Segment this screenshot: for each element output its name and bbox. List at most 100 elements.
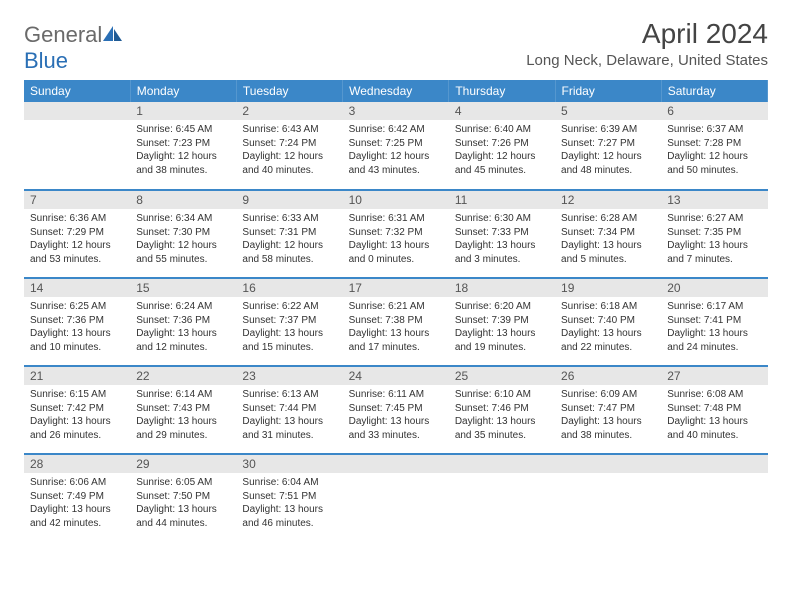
day-number: 23 xyxy=(236,367,342,385)
day-number: 1 xyxy=(130,102,236,120)
day-number xyxy=(449,455,555,473)
day-details: Sunrise: 6:22 AMSunset: 7:37 PMDaylight:… xyxy=(236,297,342,358)
day-number: 11 xyxy=(449,191,555,209)
day-number xyxy=(661,455,767,473)
day-number: 18 xyxy=(449,279,555,297)
day-cell: 30Sunrise: 6:04 AMSunset: 7:51 PMDayligh… xyxy=(236,454,342,542)
day-details: Sunrise: 6:34 AMSunset: 7:30 PMDaylight:… xyxy=(130,209,236,270)
day-number: 13 xyxy=(661,191,767,209)
weekday-header: Wednesday xyxy=(343,80,449,102)
day-details: Sunrise: 6:20 AMSunset: 7:39 PMDaylight:… xyxy=(449,297,555,358)
day-number: 21 xyxy=(24,367,130,385)
day-cell: 5Sunrise: 6:39 AMSunset: 7:27 PMDaylight… xyxy=(555,102,661,190)
calendar-row: 28Sunrise: 6:06 AMSunset: 7:49 PMDayligh… xyxy=(24,454,768,542)
day-number: 12 xyxy=(555,191,661,209)
calendar-body: 1Sunrise: 6:45 AMSunset: 7:23 PMDaylight… xyxy=(24,102,768,542)
day-details: Sunrise: 6:14 AMSunset: 7:43 PMDaylight:… xyxy=(130,385,236,446)
day-cell: 26Sunrise: 6:09 AMSunset: 7:47 PMDayligh… xyxy=(555,366,661,454)
day-number xyxy=(24,102,130,120)
day-details: Sunrise: 6:42 AMSunset: 7:25 PMDaylight:… xyxy=(343,120,449,181)
day-cell: 2Sunrise: 6:43 AMSunset: 7:24 PMDaylight… xyxy=(236,102,342,190)
day-cell: 11Sunrise: 6:30 AMSunset: 7:33 PMDayligh… xyxy=(449,190,555,278)
weekday-header: Thursday xyxy=(449,80,555,102)
day-number: 17 xyxy=(343,279,449,297)
day-cell: 8Sunrise: 6:34 AMSunset: 7:30 PMDaylight… xyxy=(130,190,236,278)
day-details: Sunrise: 6:08 AMSunset: 7:48 PMDaylight:… xyxy=(661,385,767,446)
day-cell: 29Sunrise: 6:05 AMSunset: 7:50 PMDayligh… xyxy=(130,454,236,542)
day-cell: 14Sunrise: 6:25 AMSunset: 7:36 PMDayligh… xyxy=(24,278,130,366)
day-cell: 23Sunrise: 6:13 AMSunset: 7:44 PMDayligh… xyxy=(236,366,342,454)
day-number: 30 xyxy=(236,455,342,473)
day-number: 26 xyxy=(555,367,661,385)
page-title: April 2024 xyxy=(526,18,768,50)
day-cell: 3Sunrise: 6:42 AMSunset: 7:25 PMDaylight… xyxy=(343,102,449,190)
day-details: Sunrise: 6:11 AMSunset: 7:45 PMDaylight:… xyxy=(343,385,449,446)
day-number: 25 xyxy=(449,367,555,385)
day-number: 2 xyxy=(236,102,342,120)
day-details: Sunrise: 6:18 AMSunset: 7:40 PMDaylight:… xyxy=(555,297,661,358)
day-details: Sunrise: 6:05 AMSunset: 7:50 PMDaylight:… xyxy=(130,473,236,534)
day-details xyxy=(661,473,767,527)
header: General Blue April 2024 Long Neck, Delaw… xyxy=(24,18,768,74)
day-number: 19 xyxy=(555,279,661,297)
day-details: Sunrise: 6:33 AMSunset: 7:31 PMDaylight:… xyxy=(236,209,342,270)
day-details: Sunrise: 6:40 AMSunset: 7:26 PMDaylight:… xyxy=(449,120,555,181)
day-number: 16 xyxy=(236,279,342,297)
day-number: 4 xyxy=(449,102,555,120)
day-number: 22 xyxy=(130,367,236,385)
day-number: 3 xyxy=(343,102,449,120)
day-details: Sunrise: 6:13 AMSunset: 7:44 PMDaylight:… xyxy=(236,385,342,446)
day-number: 15 xyxy=(130,279,236,297)
day-details: Sunrise: 6:04 AMSunset: 7:51 PMDaylight:… xyxy=(236,473,342,534)
day-number: 5 xyxy=(555,102,661,120)
day-cell: 20Sunrise: 6:17 AMSunset: 7:41 PMDayligh… xyxy=(661,278,767,366)
calendar-table: SundayMondayTuesdayWednesdayThursdayFrid… xyxy=(24,80,768,542)
day-number: 9 xyxy=(236,191,342,209)
calendar-row: 7Sunrise: 6:36 AMSunset: 7:29 PMDaylight… xyxy=(24,190,768,278)
day-details: Sunrise: 6:43 AMSunset: 7:24 PMDaylight:… xyxy=(236,120,342,181)
empty-cell xyxy=(24,102,130,190)
day-number: 14 xyxy=(24,279,130,297)
day-number: 6 xyxy=(661,102,767,120)
location: Long Neck, Delaware, United States xyxy=(526,52,768,69)
day-cell: 18Sunrise: 6:20 AMSunset: 7:39 PMDayligh… xyxy=(449,278,555,366)
logo-word2: Blue xyxy=(24,48,68,73)
day-details: Sunrise: 6:30 AMSunset: 7:33 PMDaylight:… xyxy=(449,209,555,270)
day-number: 10 xyxy=(343,191,449,209)
day-details: Sunrise: 6:06 AMSunset: 7:49 PMDaylight:… xyxy=(24,473,130,534)
day-cell: 12Sunrise: 6:28 AMSunset: 7:34 PMDayligh… xyxy=(555,190,661,278)
weekday-header-row: SundayMondayTuesdayWednesdayThursdayFrid… xyxy=(24,80,768,102)
calendar-row: 1Sunrise: 6:45 AMSunset: 7:23 PMDaylight… xyxy=(24,102,768,190)
empty-cell xyxy=(449,454,555,542)
day-details: Sunrise: 6:27 AMSunset: 7:35 PMDaylight:… xyxy=(661,209,767,270)
day-cell: 24Sunrise: 6:11 AMSunset: 7:45 PMDayligh… xyxy=(343,366,449,454)
day-details: Sunrise: 6:24 AMSunset: 7:36 PMDaylight:… xyxy=(130,297,236,358)
day-cell: 21Sunrise: 6:15 AMSunset: 7:42 PMDayligh… xyxy=(24,366,130,454)
title-block: April 2024 Long Neck, Delaware, United S… xyxy=(526,18,768,69)
day-details: Sunrise: 6:21 AMSunset: 7:38 PMDaylight:… xyxy=(343,297,449,358)
day-cell: 16Sunrise: 6:22 AMSunset: 7:37 PMDayligh… xyxy=(236,278,342,366)
logo: General Blue xyxy=(24,18,124,74)
day-number: 28 xyxy=(24,455,130,473)
day-cell: 4Sunrise: 6:40 AMSunset: 7:26 PMDaylight… xyxy=(449,102,555,190)
day-cell: 6Sunrise: 6:37 AMSunset: 7:28 PMDaylight… xyxy=(661,102,767,190)
day-details: Sunrise: 6:39 AMSunset: 7:27 PMDaylight:… xyxy=(555,120,661,181)
day-number: 8 xyxy=(130,191,236,209)
calendar-row: 14Sunrise: 6:25 AMSunset: 7:36 PMDayligh… xyxy=(24,278,768,366)
day-details xyxy=(24,120,130,174)
day-details: Sunrise: 6:28 AMSunset: 7:34 PMDaylight:… xyxy=(555,209,661,270)
day-number: 24 xyxy=(343,367,449,385)
day-cell: 27Sunrise: 6:08 AMSunset: 7:48 PMDayligh… xyxy=(661,366,767,454)
day-details: Sunrise: 6:36 AMSunset: 7:29 PMDaylight:… xyxy=(24,209,130,270)
day-cell: 17Sunrise: 6:21 AMSunset: 7:38 PMDayligh… xyxy=(343,278,449,366)
day-details: Sunrise: 6:15 AMSunset: 7:42 PMDaylight:… xyxy=(24,385,130,446)
weekday-header: Tuesday xyxy=(236,80,342,102)
day-details: Sunrise: 6:09 AMSunset: 7:47 PMDaylight:… xyxy=(555,385,661,446)
empty-cell xyxy=(343,454,449,542)
day-details xyxy=(449,473,555,527)
day-cell: 9Sunrise: 6:33 AMSunset: 7:31 PMDaylight… xyxy=(236,190,342,278)
day-details xyxy=(555,473,661,527)
day-cell: 1Sunrise: 6:45 AMSunset: 7:23 PMDaylight… xyxy=(130,102,236,190)
day-number: 27 xyxy=(661,367,767,385)
day-cell: 13Sunrise: 6:27 AMSunset: 7:35 PMDayligh… xyxy=(661,190,767,278)
